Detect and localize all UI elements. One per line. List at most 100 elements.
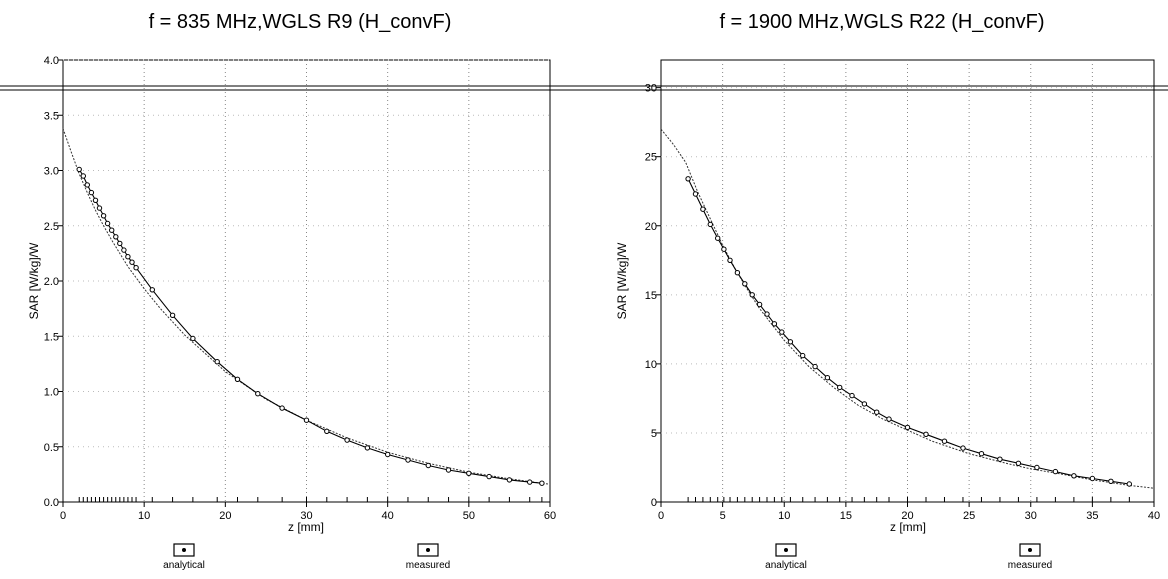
measured-point — [344, 437, 350, 443]
y-tick-label: 4.0 — [44, 55, 59, 67]
chart-1900mhz: f = 1900 MHz,WGLS R22 (H_convF) 0 5 10 15 20… — [615, 11, 1160, 571]
measured-point — [234, 376, 241, 382]
measured-point — [707, 221, 713, 228]
y-tick-label: 30 — [645, 83, 657, 95]
measured-point — [727, 257, 733, 263]
x-axis-label: z [mm] — [288, 520, 324, 534]
y-tick-label: 0.0 — [44, 497, 59, 509]
legend-marker-measured-dot — [1028, 548, 1032, 552]
measured-point — [405, 457, 411, 463]
measured-point — [80, 173, 87, 179]
y-tick-label: 20 — [645, 221, 657, 233]
measured-point — [1108, 478, 1114, 484]
x-tick-label: 60 — [544, 510, 556, 522]
x-axis-label: z [mm] — [890, 520, 926, 534]
y-tick-label: 25 — [645, 152, 657, 164]
measured-point — [109, 227, 115, 233]
y-tick-label: 5 — [651, 428, 657, 440]
x-tick-label: 30 — [300, 510, 312, 522]
x-tick-label: 0 — [60, 510, 66, 522]
legend-marker-analytical-dot — [182, 548, 186, 552]
analytical-line — [62, 128, 551, 485]
measured-point — [445, 467, 452, 473]
measured-point — [742, 281, 748, 287]
measured-point — [1052, 468, 1059, 475]
x-tick-label: 5 — [720, 510, 726, 522]
measured-point — [685, 176, 691, 182]
measured-point — [466, 470, 472, 476]
measured-point — [824, 375, 831, 381]
legend-analytical-label: analytical — [765, 560, 807, 571]
measured-point — [721, 246, 727, 252]
measured-point — [76, 166, 82, 173]
y-tick-label: 2.5 — [44, 221, 59, 233]
measured-point — [787, 339, 794, 345]
measured-point — [1071, 473, 1077, 479]
x-tick-label: 50 — [463, 510, 475, 522]
measured-point — [96, 205, 103, 211]
measured-point — [771, 321, 778, 327]
measured-point — [149, 287, 156, 293]
y-tick-label: 0.5 — [44, 442, 59, 454]
measured-point — [214, 359, 220, 365]
legend-measured-label: measured — [1008, 560, 1052, 571]
chart-835mhz: f = 835 MHz,WGLS R9 (H_convF) 0 10 20 30 40 5… — [27, 11, 556, 571]
x-tick-label: 25 — [963, 510, 975, 522]
measured-point — [886, 416, 892, 422]
measured-point — [88, 189, 95, 196]
measured-point — [800, 352, 806, 359]
measured-point — [692, 191, 699, 197]
legend-measured-label: measured — [406, 560, 450, 571]
x-tick-label: 20 — [219, 510, 231, 522]
measured-point — [104, 220, 111, 227]
measured-point — [812, 363, 818, 370]
x-tick-label: 0 — [658, 510, 664, 522]
measured-point — [84, 182, 91, 188]
measured-point — [129, 259, 135, 265]
measured-point — [133, 265, 139, 271]
measured-point — [169, 312, 176, 318]
x-tick-label: 10 — [138, 510, 150, 522]
measured-point — [764, 311, 770, 317]
measured-point — [960, 445, 966, 451]
y-axis-label: SAR [W/kg]/W — [615, 242, 629, 319]
measured-point — [324, 428, 330, 434]
measured-point — [425, 462, 431, 469]
measured-point — [1126, 481, 1133, 487]
measured-point — [837, 384, 843, 391]
x-tick-label: 40 — [1148, 510, 1160, 522]
measured-point — [1015, 460, 1022, 466]
legend-marker-measured-dot — [426, 548, 430, 552]
y-tick-label: 10 — [645, 359, 657, 371]
legend-analytical-label: analytical — [163, 560, 205, 571]
measured-point — [1089, 475, 1096, 482]
measured-point — [756, 301, 763, 308]
measured-point — [117, 240, 123, 247]
measured-point — [1034, 464, 1040, 471]
measured-point — [364, 445, 371, 451]
y-tick-label: 15 — [645, 290, 657, 302]
measured-point — [303, 417, 310, 423]
measured-point — [385, 451, 391, 458]
measured-point — [506, 477, 513, 483]
chart-title: f = 1900 MHz,WGLS R22 (H_convF) — [719, 11, 1044, 33]
y-tick-label: 3.5 — [44, 110, 59, 122]
x-tick-label: 15 — [840, 510, 852, 522]
y-tick-label: 1.0 — [44, 387, 59, 399]
legend: analytical measured — [765, 543, 1052, 571]
measured-point — [539, 480, 545, 486]
measured-point — [904, 424, 911, 431]
y-axis-label: SAR [W/kg]/W — [27, 242, 41, 319]
chart-title: f = 835 MHz,WGLS R9 (H_convF) — [149, 11, 452, 33]
measured-point — [923, 431, 929, 437]
measured-point — [121, 247, 127, 253]
x-tick-label: 20 — [901, 510, 913, 522]
measured-point — [125, 254, 131, 260]
y-tick-label: 2.0 — [44, 276, 59, 288]
measured-point — [779, 329, 785, 335]
measured-point — [190, 335, 196, 342]
measured-point — [874, 409, 880, 415]
measured-point — [92, 197, 99, 204]
measured-point — [849, 392, 855, 399]
